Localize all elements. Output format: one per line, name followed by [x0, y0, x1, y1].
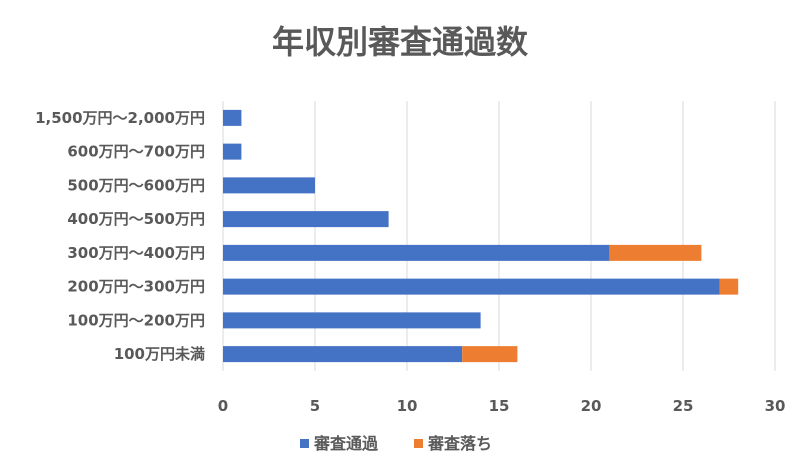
legend-label: 審査落ち	[427, 434, 492, 453]
bar-passed	[223, 346, 463, 363]
legend-swatch	[300, 439, 309, 448]
bar-passed	[223, 211, 389, 228]
category-label: 300万円～400万円	[67, 244, 205, 262]
bar-passed	[223, 278, 720, 295]
category-label: 600万円～700万円	[67, 143, 205, 161]
legend-swatch	[414, 439, 423, 448]
x-tick-label: 20	[581, 397, 602, 415]
bars	[223, 109, 739, 363]
category-label: 100万円未満	[114, 345, 205, 363]
legend: 審査通過 審査落ち	[300, 434, 492, 453]
x-tick-label: 0	[218, 397, 228, 415]
chart-title: 年収別審査通過数	[272, 23, 529, 61]
x-tick-labels: 0 5 10 15 20 25 30	[218, 397, 786, 415]
category-label: 500万円～600万円	[67, 176, 205, 194]
category-label: 200万円～300万円	[67, 278, 205, 296]
x-tick-label: 15	[489, 397, 510, 415]
x-tick-label: 5	[310, 397, 320, 415]
legend-label: 審査通過	[313, 434, 379, 453]
bar-rejected	[719, 278, 739, 295]
x-tick-label: 30	[765, 397, 786, 415]
category-labels: 1,500万円～2,000万円 600万円～700万円 500万円～600万円 400…	[35, 109, 205, 363]
category-label: 1,500万円～2,000万円	[35, 109, 205, 127]
bar-passed	[223, 109, 242, 126]
bar-passed	[223, 177, 315, 194]
category-label: 100万円～200万円	[67, 311, 205, 329]
bar-passed	[223, 143, 242, 160]
bar-rejected	[462, 346, 518, 363]
bar-passed	[223, 312, 481, 329]
x-tick-label: 10	[397, 397, 418, 415]
bar-passed	[223, 244, 610, 261]
bar-rejected	[609, 244, 702, 261]
grid	[222, 101, 776, 371]
category-label: 400万円～500万円	[67, 210, 205, 228]
x-tick-label: 25	[673, 397, 694, 415]
